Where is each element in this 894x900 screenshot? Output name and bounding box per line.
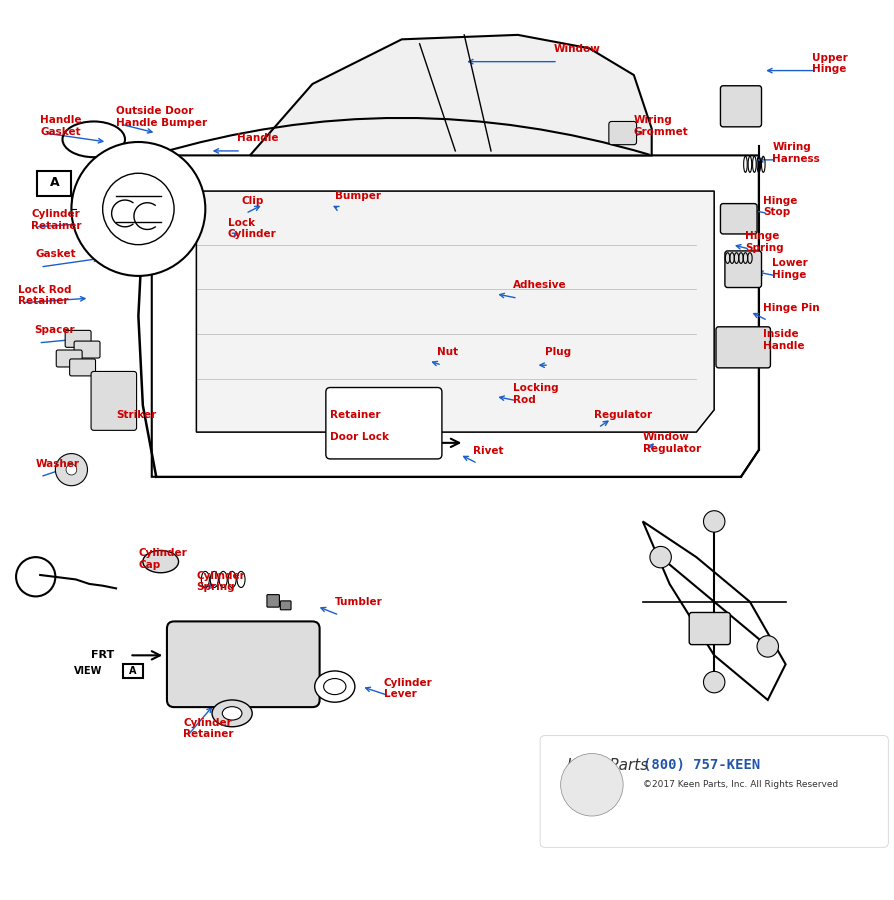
FancyBboxPatch shape xyxy=(725,251,762,287)
Text: Wiring
Harness: Wiring Harness xyxy=(772,142,820,164)
Text: Bumper: Bumper xyxy=(334,191,381,201)
FancyBboxPatch shape xyxy=(281,601,291,610)
Polygon shape xyxy=(197,191,714,432)
Text: Door Lock: Door Lock xyxy=(330,432,389,442)
Text: Tumbler: Tumbler xyxy=(334,598,383,608)
FancyArrowPatch shape xyxy=(155,118,649,155)
FancyBboxPatch shape xyxy=(721,203,757,234)
Text: FRT: FRT xyxy=(383,438,406,448)
Text: Hinge Pin: Hinge Pin xyxy=(763,302,820,312)
Text: A: A xyxy=(50,176,59,189)
FancyBboxPatch shape xyxy=(65,330,91,347)
Ellipse shape xyxy=(315,671,355,702)
FancyBboxPatch shape xyxy=(56,350,82,367)
Text: Cylinder
Spring: Cylinder Spring xyxy=(197,571,245,592)
Text: Nut: Nut xyxy=(437,347,459,357)
Ellipse shape xyxy=(143,551,179,572)
Text: (800) 757-KEEN: (800) 757-KEEN xyxy=(643,758,760,772)
FancyBboxPatch shape xyxy=(609,122,637,145)
FancyBboxPatch shape xyxy=(74,341,100,358)
FancyBboxPatch shape xyxy=(721,86,762,127)
Text: Upper
Hinge: Upper Hinge xyxy=(813,53,848,75)
Text: Cylinder
Lever: Cylinder Lever xyxy=(384,678,433,699)
Text: Lock Rod
Retainer: Lock Rod Retainer xyxy=(18,284,72,306)
Text: Lower
Hinge: Lower Hinge xyxy=(772,258,808,280)
FancyBboxPatch shape xyxy=(70,359,96,376)
Text: Plug: Plug xyxy=(544,347,570,357)
FancyBboxPatch shape xyxy=(267,595,280,608)
Text: Rivet: Rivet xyxy=(473,446,503,455)
Text: VIEW: VIEW xyxy=(74,665,103,676)
Text: Clip: Clip xyxy=(241,195,264,205)
Text: Cylinder
Retainer: Cylinder Retainer xyxy=(31,209,81,230)
Text: Striker: Striker xyxy=(116,410,156,419)
Text: Handle: Handle xyxy=(237,133,278,143)
Text: Handle
Gasket: Handle Gasket xyxy=(40,115,81,137)
Circle shape xyxy=(55,454,88,486)
Text: FRT: FRT xyxy=(91,651,114,661)
Text: Cylinder
Cap: Cylinder Cap xyxy=(139,548,187,570)
Text: Hinge
Stop: Hinge Stop xyxy=(763,195,797,217)
Circle shape xyxy=(704,510,725,532)
Text: Spacer: Spacer xyxy=(34,325,74,335)
Text: Retainer: Retainer xyxy=(330,410,381,419)
Text: Outside Door
Handle Bumper: Outside Door Handle Bumper xyxy=(116,106,207,128)
Text: Cylinder
Retainer: Cylinder Retainer xyxy=(183,718,233,740)
FancyBboxPatch shape xyxy=(91,372,137,430)
Text: Locking
Rod: Locking Rod xyxy=(513,383,559,405)
Text: Hinge
Spring: Hinge Spring xyxy=(746,231,784,253)
Ellipse shape xyxy=(223,706,242,720)
Circle shape xyxy=(704,671,725,693)
Circle shape xyxy=(650,546,671,568)
Circle shape xyxy=(561,753,623,816)
Text: Keen-Parts: Keen-Parts xyxy=(567,758,649,773)
FancyBboxPatch shape xyxy=(38,171,72,195)
Text: Wiring
Grommet: Wiring Grommet xyxy=(634,115,688,137)
Text: Inside
Handle: Inside Handle xyxy=(763,329,805,351)
Polygon shape xyxy=(250,35,652,156)
Text: Lock
Cylinder: Lock Cylinder xyxy=(228,218,276,239)
Text: Window: Window xyxy=(553,44,601,54)
FancyBboxPatch shape xyxy=(123,664,143,678)
FancyBboxPatch shape xyxy=(167,621,319,707)
Ellipse shape xyxy=(212,700,252,727)
Circle shape xyxy=(66,464,77,475)
FancyBboxPatch shape xyxy=(540,735,889,847)
Text: Adhesive: Adhesive xyxy=(513,281,567,291)
Circle shape xyxy=(72,142,206,276)
Text: Gasket: Gasket xyxy=(36,249,76,259)
Text: Regulator: Regulator xyxy=(594,410,652,419)
Text: A: A xyxy=(130,665,137,676)
FancyBboxPatch shape xyxy=(716,327,771,368)
FancyBboxPatch shape xyxy=(689,613,730,644)
Circle shape xyxy=(757,635,779,657)
Text: ©2017 Keen Parts, Inc. All Rights Reserved: ©2017 Keen Parts, Inc. All Rights Reserv… xyxy=(643,780,838,789)
Text: Washer: Washer xyxy=(36,459,80,469)
FancyBboxPatch shape xyxy=(325,388,442,459)
Text: Window
Regulator: Window Regulator xyxy=(643,432,701,454)
